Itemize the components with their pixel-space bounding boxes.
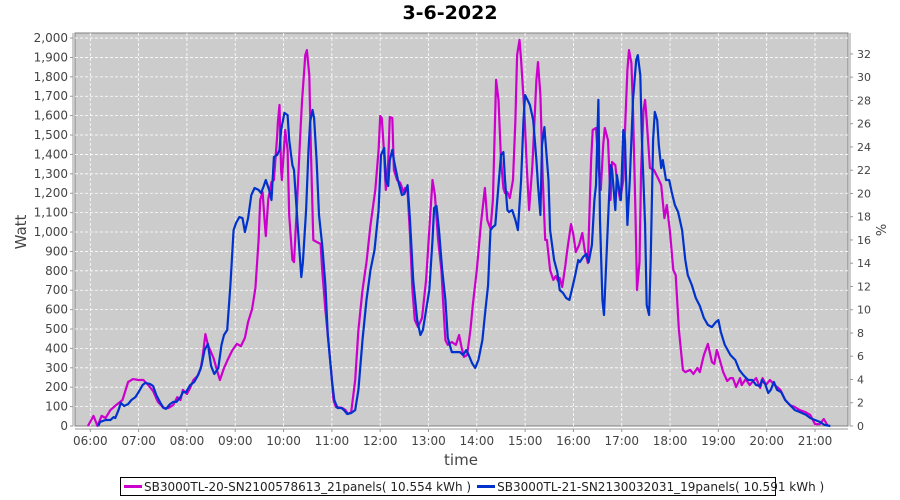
legend: SB3000TL-20-SN2100578613_21panels( 10.55…: [120, 477, 824, 496]
legend-label: SB3000TL-20-SN2100578613_21panels( 10.55…: [144, 479, 472, 494]
x-tick-label: 19:00: [701, 434, 736, 448]
x-tick-label: 09:00: [218, 434, 253, 448]
legend-swatch-blue: [477, 485, 496, 488]
x-tick-label: 17:00: [604, 434, 639, 448]
y-tick-label: 1,600: [34, 109, 68, 123]
y2-tick-label: 8: [857, 327, 864, 340]
y2-tick-label: 28: [857, 94, 871, 107]
x-tick-label: 20:00: [749, 434, 784, 448]
y-tick-label: 900: [45, 244, 68, 258]
y2-tick-label: 16: [857, 234, 871, 247]
y2-tick-label: 20: [857, 187, 871, 200]
series-lines: [86, 38, 831, 428]
y-axis-label: Watt: [12, 214, 30, 249]
y2-tick-label: 4: [857, 373, 864, 386]
x-axis-label: time: [444, 451, 478, 469]
x-tick-label: 07:00: [121, 434, 156, 448]
grid: [75, 33, 848, 426]
y-tick-label: 800: [45, 264, 68, 278]
y2-tick-label: 22: [857, 164, 871, 177]
x-tick-label: 18:00: [653, 434, 688, 448]
y2-tick-label: 12: [857, 280, 871, 293]
y-tick-label: 1,300: [34, 167, 68, 181]
x-tick-label: 11:00: [315, 434, 350, 448]
y2-tick-label: 26: [857, 118, 871, 131]
y-tick-label: 200: [45, 380, 68, 394]
y2-axis-label: %: [875, 224, 890, 236]
legend-item-sb21: SB3000TL-21-SN2130032031_19panels( 10.59…: [477, 480, 824, 494]
series-line-sb3000tl-20: [86, 38, 829, 428]
y2-tick-label: 30: [857, 71, 871, 84]
x-tick-label: 16:00: [556, 434, 591, 448]
y2-tick-label: 14: [857, 257, 871, 270]
legend-swatch-magenta: [124, 485, 142, 488]
x-tick-label: 21:00: [798, 434, 833, 448]
y2-tick-label: 24: [857, 141, 871, 154]
y-tick-label: 100: [45, 400, 68, 414]
y-tick-label: 0: [60, 419, 68, 433]
y-tick-label: 1,000: [34, 225, 68, 239]
y-tick-label: 400: [45, 341, 68, 355]
y2-tick-label: 32: [857, 48, 871, 61]
plot-area: [74, 32, 849, 427]
y-tick-label: 1,100: [34, 206, 68, 220]
y-tick-label: 1,400: [34, 147, 68, 161]
y-tick-label: 1,200: [34, 186, 68, 200]
y-tick-label: 500: [45, 322, 68, 336]
x-tick-label: 06:00: [73, 434, 108, 448]
x-tick-label: 15:00: [508, 434, 543, 448]
legend-item-sb20: SB3000TL-20-SN2100578613_21panels( 10.55…: [124, 480, 471, 494]
y-tick-label: 1,800: [34, 70, 68, 84]
y2-tick-label: 18: [857, 211, 871, 224]
y-tick-label: 700: [45, 283, 68, 297]
x-tick-label: 14:00: [460, 434, 495, 448]
y-tick-label: 300: [45, 361, 68, 375]
x-tick-label: 10:00: [266, 434, 301, 448]
y-tick-label: 600: [45, 303, 68, 317]
x-tick-label: 13:00: [411, 434, 446, 448]
legend-label: SB3000TL-21-SN2130032031_19panels( 10.59…: [497, 479, 825, 494]
y2-tick-label: 10: [857, 304, 871, 317]
y2-tick-label: 0: [857, 420, 864, 433]
y-tick-label: 1,900: [34, 50, 68, 64]
y2-tick-label: 6: [857, 350, 864, 363]
y-tick-label: 2,000: [34, 31, 68, 45]
y2-tick-label: 2: [857, 397, 864, 410]
series-line-sb3000tl-21: [97, 53, 831, 428]
chart-title: 3-6-2022: [402, 2, 498, 24]
x-tick-label: 12:00: [363, 434, 398, 448]
axes: 01002003004005006007008009001,0001,1001,…: [34, 31, 871, 448]
y-tick-label: 1,700: [34, 89, 68, 103]
x-tick-label: 08:00: [170, 434, 205, 448]
y-tick-label: 1,500: [34, 128, 68, 142]
